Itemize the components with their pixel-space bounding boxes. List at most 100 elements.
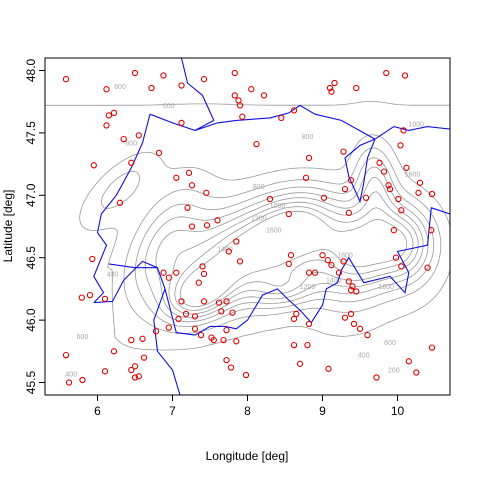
data-point xyxy=(174,270,179,275)
contour-line xyxy=(156,178,423,318)
data-point xyxy=(91,163,96,168)
data-point xyxy=(416,190,421,195)
contour-label: 800 xyxy=(125,140,137,147)
data-point xyxy=(106,113,111,118)
data-point xyxy=(414,370,419,375)
data-point xyxy=(320,253,325,258)
data-point xyxy=(240,114,245,119)
data-point xyxy=(228,365,233,370)
data-point xyxy=(198,333,203,338)
data-point xyxy=(161,73,166,78)
contour-line xyxy=(80,135,450,350)
data-point xyxy=(332,80,337,85)
data-point xyxy=(185,205,190,210)
data-point xyxy=(149,85,154,90)
data-point xyxy=(221,338,226,343)
data-point xyxy=(141,355,146,360)
data-point xyxy=(306,321,311,326)
data-point xyxy=(384,70,389,75)
contour-label: 600 xyxy=(163,103,175,110)
contour-label: 600 xyxy=(384,340,396,347)
data-point xyxy=(357,326,362,331)
x-tick-label: 8 xyxy=(244,404,251,418)
data-point xyxy=(286,261,291,266)
data-point xyxy=(224,328,229,333)
data-point xyxy=(79,295,84,300)
data-point xyxy=(136,133,141,138)
contour-line xyxy=(45,101,450,105)
contour-label: 1800 xyxy=(378,284,394,291)
data-point xyxy=(237,103,242,108)
data-point xyxy=(132,364,137,369)
data-point xyxy=(129,338,134,343)
data-point xyxy=(201,299,206,304)
data-point xyxy=(63,77,68,82)
contour-label: 200 xyxy=(388,368,400,375)
data-point xyxy=(417,180,422,185)
x-axis-label: Longitude [deg] xyxy=(206,449,289,463)
data-point xyxy=(102,369,107,374)
data-point xyxy=(201,77,206,82)
data-point xyxy=(342,315,347,320)
data-point xyxy=(291,343,296,348)
contour-line xyxy=(180,211,407,307)
data-point xyxy=(224,358,229,363)
y-tick-label: 47.0 xyxy=(24,183,38,207)
data-point xyxy=(237,259,242,264)
data-point xyxy=(111,110,116,115)
contour-label: 400 xyxy=(358,353,370,360)
data-point xyxy=(174,175,179,180)
data-point xyxy=(204,223,209,228)
border-line xyxy=(182,58,214,130)
data-point xyxy=(254,142,259,147)
data-point xyxy=(342,187,347,192)
y-tick-label: 48.0 xyxy=(24,58,38,82)
data-point xyxy=(232,93,237,98)
data-point xyxy=(297,361,302,366)
x-tick-label: 10 xyxy=(391,404,405,418)
contour-label: 400 xyxy=(107,271,119,278)
data-point xyxy=(186,170,191,175)
y-tick-label: 45.5 xyxy=(24,371,38,395)
data-point xyxy=(121,137,126,142)
data-point xyxy=(396,196,401,201)
data-point xyxy=(192,314,197,319)
data-point xyxy=(63,353,68,358)
data-point xyxy=(326,366,331,371)
data-point xyxy=(179,120,184,125)
data-point xyxy=(104,87,109,92)
data-point xyxy=(161,270,166,275)
border-line xyxy=(345,127,450,202)
data-point xyxy=(243,372,248,377)
data-point xyxy=(196,280,201,285)
data-point xyxy=(166,275,171,280)
data-point xyxy=(377,160,382,165)
data-point xyxy=(111,349,116,354)
data-point xyxy=(234,339,239,344)
contour-label: 800 xyxy=(253,184,265,191)
contour-label: 1800 xyxy=(337,253,353,260)
data-point xyxy=(406,359,411,364)
data-point xyxy=(153,329,158,334)
data-point xyxy=(325,258,330,263)
data-point xyxy=(279,115,284,120)
contour-label: 600 xyxy=(77,334,89,341)
data-point xyxy=(224,299,229,304)
contour-label: 1400 xyxy=(326,278,342,285)
data-point xyxy=(402,73,407,78)
data-point xyxy=(381,169,386,174)
data-point xyxy=(249,87,254,92)
data-point xyxy=(305,343,310,348)
data-point xyxy=(179,83,184,88)
data-point xyxy=(104,123,109,128)
contour-label: 1200 xyxy=(300,284,316,291)
elevation-contours xyxy=(45,101,450,350)
x-axis: 6 7 8 9 10 xyxy=(94,395,404,418)
data-point xyxy=(294,311,299,316)
data-point xyxy=(102,296,107,301)
y-axis-label: Latitude [deg] xyxy=(1,190,15,263)
data-point xyxy=(399,264,404,269)
data-point xyxy=(189,183,194,188)
country-borders xyxy=(94,58,450,395)
data-point xyxy=(398,143,403,148)
